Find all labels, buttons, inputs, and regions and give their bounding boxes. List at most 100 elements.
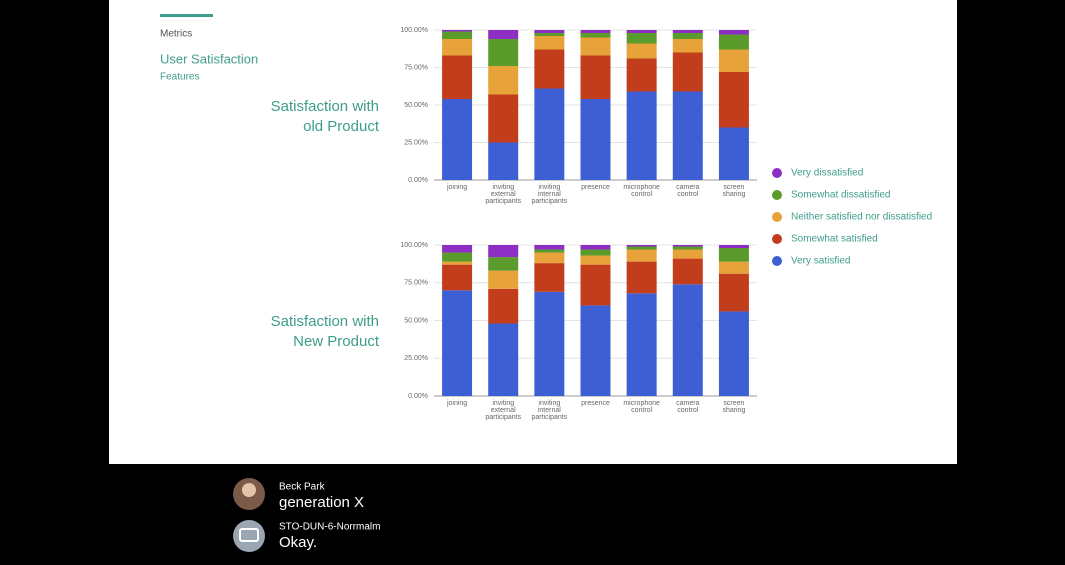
message: generation X bbox=[279, 494, 364, 511]
bar-segment bbox=[442, 55, 473, 99]
x-tick-label: joining bbox=[446, 184, 467, 191]
legend-swatch bbox=[772, 234, 782, 244]
bar-segment bbox=[718, 273, 749, 312]
bar-segment bbox=[488, 94, 519, 143]
bar-segment bbox=[442, 264, 473, 291]
x-tick-label: inviting external participants bbox=[485, 184, 521, 205]
bar-segment bbox=[534, 291, 565, 396]
x-tick-label: inviting internal participants bbox=[531, 184, 567, 205]
bar-segment bbox=[718, 245, 749, 249]
bar-segment bbox=[488, 66, 519, 95]
legend-swatch bbox=[772, 256, 782, 266]
legend-label: Very satisfied bbox=[791, 256, 850, 267]
heading: User Satisfaction bbox=[160, 51, 258, 66]
device-icon bbox=[239, 528, 259, 542]
bar-segment bbox=[626, 58, 657, 92]
bar-segment bbox=[534, 49, 565, 89]
legend-label: Neither satisfied nor dissatisfied bbox=[791, 212, 932, 223]
bar-segment bbox=[626, 30, 657, 33]
x-tick-label: screen sharing bbox=[722, 184, 745, 198]
bar-segment bbox=[718, 127, 749, 180]
bar-segment bbox=[718, 261, 749, 274]
bar-segment bbox=[672, 284, 703, 396]
bar-segment bbox=[534, 36, 565, 50]
bar-segment bbox=[626, 249, 657, 262]
bar-segment bbox=[580, 255, 611, 265]
sender: Beck Park bbox=[279, 482, 326, 493]
bar-segment bbox=[672, 245, 703, 247]
section: Metrics bbox=[160, 29, 192, 40]
chart-title: old Product bbox=[303, 118, 380, 135]
legend-swatch bbox=[772, 168, 782, 178]
bar-segment bbox=[580, 33, 611, 38]
bar-segment bbox=[488, 30, 519, 39]
legend-label: Somewhat satisfied bbox=[791, 234, 878, 245]
bar-segment bbox=[442, 252, 473, 262]
sender: STO-DUN-6-Norrmalm bbox=[279, 522, 380, 533]
bar-segment bbox=[534, 252, 565, 264]
x-tick-label: camera control bbox=[676, 184, 699, 198]
y-tick-label: 25.00% bbox=[404, 355, 428, 362]
bar-segment bbox=[718, 248, 749, 262]
bar-segment bbox=[534, 245, 565, 250]
bar-segment bbox=[718, 49, 749, 72]
bar-segment bbox=[442, 30, 473, 32]
bar-segment bbox=[534, 249, 565, 253]
bar-segment bbox=[442, 245, 473, 253]
bar-segment bbox=[626, 261, 657, 294]
y-tick-label: 50.00% bbox=[404, 317, 428, 324]
chart-title: New Product bbox=[293, 333, 380, 350]
x-tick-label: inviting internal participants bbox=[531, 400, 567, 421]
bar-segment bbox=[580, 245, 611, 250]
bar-segment bbox=[718, 311, 749, 396]
accent-line bbox=[160, 14, 213, 17]
bar-segment bbox=[626, 91, 657, 180]
bar-segment bbox=[626, 293, 657, 396]
bar-segment bbox=[534, 263, 565, 292]
bar-segment bbox=[580, 37, 611, 56]
bar-segment bbox=[534, 88, 565, 180]
bar-segment bbox=[488, 270, 519, 289]
bar-segment bbox=[672, 258, 703, 285]
bar-segment bbox=[580, 249, 611, 256]
bar-segment bbox=[488, 257, 519, 271]
bar-segment bbox=[718, 30, 749, 35]
bar-segment bbox=[488, 323, 519, 396]
bar-segment bbox=[580, 30, 611, 33]
x-tick-label: microphone control bbox=[623, 400, 660, 414]
slide bbox=[109, 0, 957, 464]
bar-segment bbox=[626, 43, 657, 59]
y-tick-label: 100.00% bbox=[400, 242, 428, 249]
bar-segment bbox=[672, 39, 703, 53]
x-tick-label: microphone control bbox=[623, 184, 660, 198]
legend-swatch bbox=[772, 212, 782, 222]
bar-segment bbox=[672, 30, 703, 33]
bar-segment bbox=[534, 33, 565, 36]
bar-segment bbox=[442, 31, 473, 39]
bar-segment bbox=[718, 34, 749, 50]
bar-segment bbox=[672, 33, 703, 39]
bar-segment bbox=[672, 246, 703, 250]
message: Okay. bbox=[279, 534, 317, 551]
bar-segment bbox=[442, 39, 473, 56]
bar-segment bbox=[534, 30, 565, 33]
bar-segment bbox=[580, 99, 611, 180]
subheading: Features bbox=[160, 72, 199, 83]
y-tick-label: 50.00% bbox=[404, 102, 428, 109]
bar-segment bbox=[488, 142, 519, 180]
bar-segment bbox=[488, 245, 519, 258]
legend-label: Somewhat dissatisfied bbox=[791, 190, 891, 201]
y-tick-label: 100.00% bbox=[400, 27, 428, 34]
y-tick-label: 0.00% bbox=[408, 393, 428, 400]
legend-swatch bbox=[772, 190, 782, 200]
bar-segment bbox=[672, 249, 703, 259]
bar-segment bbox=[672, 91, 703, 180]
bar-segment bbox=[626, 245, 657, 247]
y-tick-label: 25.00% bbox=[404, 139, 428, 146]
x-tick-label: presence bbox=[581, 400, 610, 407]
chart-title: Satisfaction with bbox=[271, 98, 379, 115]
x-tick-label: screen sharing bbox=[722, 400, 745, 414]
bar-segment bbox=[626, 246, 657, 250]
